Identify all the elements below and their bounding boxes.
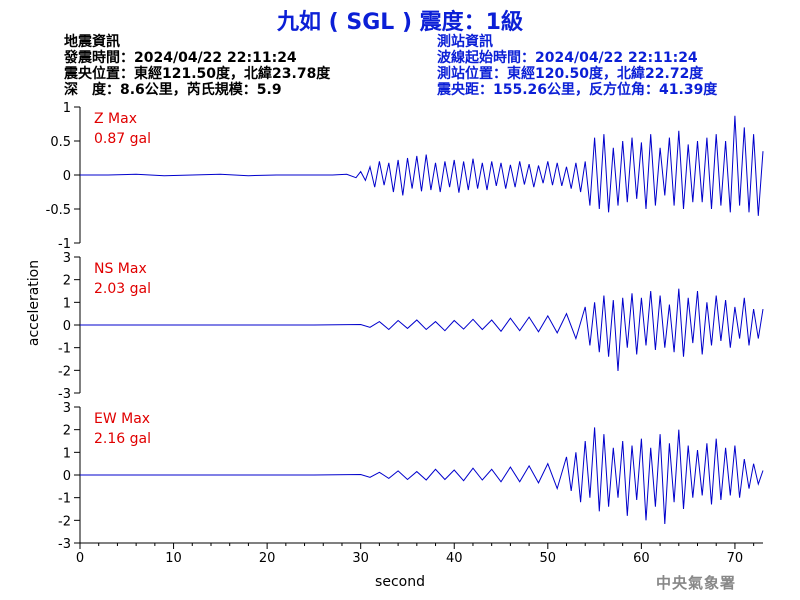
quake-info-heading: 地震資訊 — [64, 34, 120, 50]
chart-title: 九如 ( SGL ) 震度：1級 — [277, 10, 523, 35]
ns-y-tick-label: 0 — [63, 319, 71, 334]
x-tick-label: 10 — [165, 551, 182, 566]
x-tick-label: 0 — [76, 551, 84, 566]
quake-depth-magnitude: 深 度：8.6公里，芮氏規模：5.9 — [64, 82, 282, 98]
z-max-value: 0.87 gal — [94, 131, 151, 147]
quake-time: 發震時間：2024/04/22 22:11:24 — [64, 50, 297, 66]
z-y-tick-label: 1 — [63, 101, 71, 116]
z-y-tick-label: -1 — [58, 237, 71, 252]
ns-y-tick-label: -2 — [58, 364, 71, 379]
ns-y-tick-label: -3 — [58, 387, 71, 402]
x-tick-label: 70 — [727, 551, 744, 566]
ns-max-label: NS Max — [94, 261, 147, 277]
ns-y-tick-label: 1 — [63, 296, 71, 311]
ew-trace-line — [80, 427, 764, 525]
z-y-tick-label: 0.5 — [50, 135, 71, 150]
ew-max-label: EW Max — [94, 411, 150, 427]
y-axis-label: acceleration — [26, 260, 42, 346]
ns-y-tick-label: 2 — [63, 274, 71, 289]
quake-epicenter: 震央位置：東經121.50度，北緯23.78度 — [64, 66, 331, 82]
z-trace-line — [80, 115, 764, 216]
station-arrival-time: 波線起始時間：2024/04/22 22:11:24 — [437, 50, 698, 66]
station-info-heading: 測站資訊 — [437, 34, 493, 50]
quake-info-block: 地震資訊 發震時間：2024/04/22 22:11:24 震央位置：東經121… — [64, 34, 330, 98]
station-info-block: 測站資訊 波線起始時間：2024/04/22 22:11:24 測站位置：東經1… — [437, 34, 717, 98]
ew-y-tick-label: 0 — [63, 469, 71, 484]
ew-y-tick-label: 3 — [63, 401, 71, 416]
x-tick-label: 50 — [540, 551, 557, 566]
z-y-tick-label: -0.5 — [46, 203, 71, 218]
ew-y-tick-label: 2 — [63, 424, 71, 439]
ew-y-tick-label: -3 — [58, 537, 71, 552]
ew-y-tick-label: 1 — [63, 446, 71, 461]
z-max-label: Z Max — [94, 111, 137, 127]
agency-label: 中央氣象署 — [656, 574, 737, 592]
x-tick-label: 60 — [633, 551, 650, 566]
ew-max-value: 2.16 gal — [94, 431, 151, 447]
ns-trace-line — [80, 288, 764, 372]
x-tick-label: 30 — [352, 551, 369, 566]
ns-y-tick-label: -1 — [58, 342, 71, 357]
ew-y-tick-label: -1 — [58, 492, 71, 507]
x-tick-label: 20 — [259, 551, 276, 566]
ns-max-value: 2.03 gal — [94, 281, 151, 297]
x-axis-label: second — [375, 574, 425, 590]
ns-y-tick-label: 3 — [63, 251, 71, 266]
x-tick-label: 40 — [446, 551, 463, 566]
station-location: 測站位置：東經120.50度，北緯22.72度 — [437, 66, 704, 82]
station-distance: 震央距：155.26公里，反方位角：41.39度 — [437, 82, 718, 98]
ew-y-tick-label: -2 — [58, 514, 71, 529]
z-y-tick-label: 0 — [63, 169, 71, 184]
